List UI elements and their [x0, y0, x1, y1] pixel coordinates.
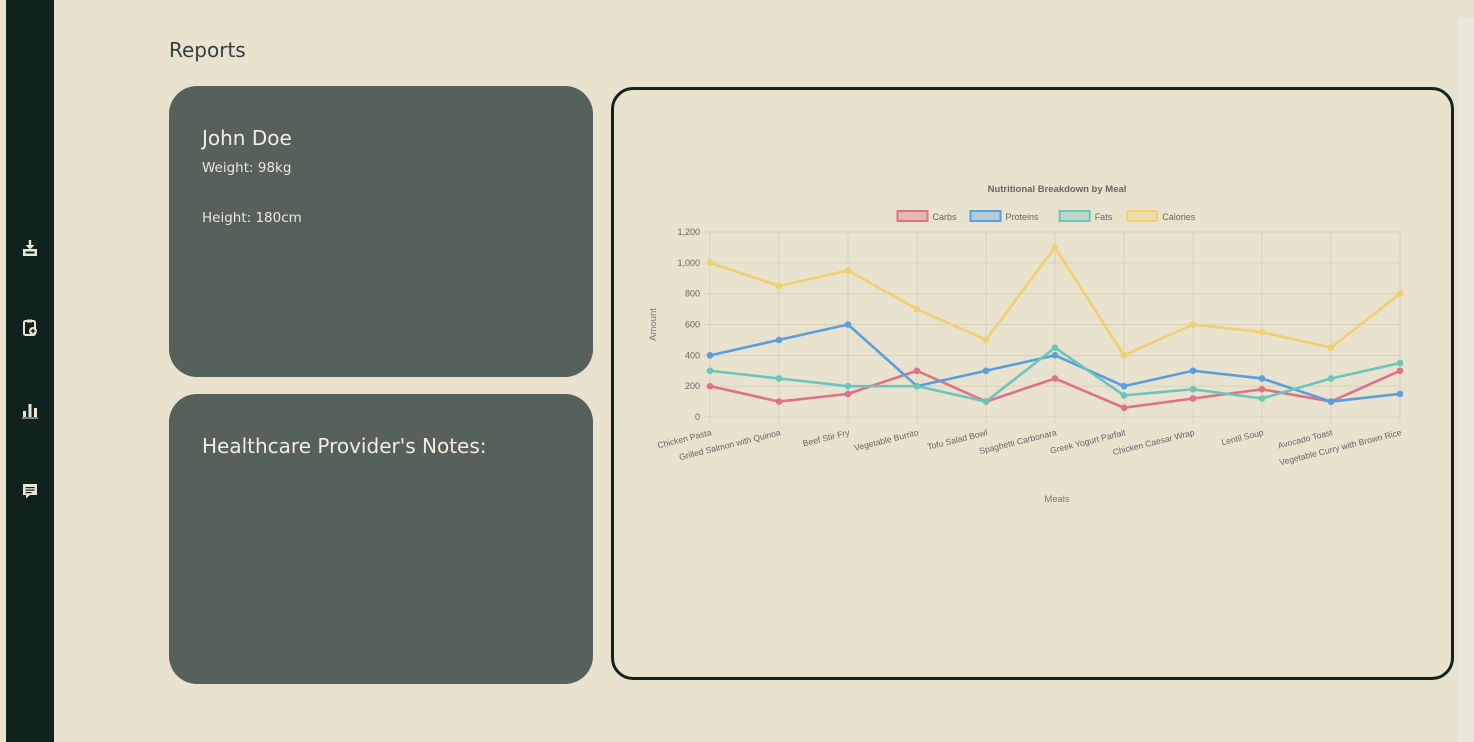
- profile-weight: Weight: 98kg: [202, 160, 292, 176]
- data-point-proteins: [706, 352, 714, 359]
- chart-title: Nutritional Breakdown by Meal: [988, 184, 1127, 195]
- profile-height: Height: 180cm: [202, 210, 302, 226]
- y-axis-title: Amount: [648, 308, 659, 341]
- data-point-fats: [1396, 359, 1404, 367]
- data-point-calories: [844, 267, 852, 274]
- y-tick-label: 1,200: [677, 227, 700, 237]
- data-point-carbs: [844, 390, 852, 398]
- data-point-fats: [775, 375, 783, 382]
- data-point-carbs: [775, 398, 783, 405]
- data-point-proteins: [1258, 375, 1266, 382]
- scroll-region: [1458, 18, 1474, 742]
- data-point-calories: [1258, 328, 1266, 336]
- data-point-proteins: [1327, 398, 1335, 405]
- data-point-fats: [1120, 392, 1128, 399]
- x-tick-label: Beef Stir Fry: [802, 427, 851, 448]
- download-tray-icon[interactable]: [20, 238, 40, 258]
- nutrition-chart: Nutritional Breakdown by Meal Carbs Protei…: [648, 184, 1404, 505]
- data-point-proteins: [982, 367, 990, 375]
- notes-card: Healthcare Provider's Notes:: [169, 394, 593, 684]
- x-axis-title: Meals: [1044, 494, 1070, 505]
- data-point-proteins: [1189, 367, 1197, 375]
- x-tick-label: Vegetable Curry with Brown Rice: [1278, 427, 1403, 467]
- legend-swatch-calories: [1126, 210, 1159, 222]
- data-point-carbs: [1051, 375, 1059, 382]
- data-point-calories: [1051, 244, 1059, 251]
- legend-swatch-fats: [1058, 210, 1091, 222]
- y-tick-label: 800: [685, 289, 700, 299]
- data-point-proteins: [844, 321, 852, 328]
- y-tick-label: 400: [685, 350, 700, 360]
- x-tick-label: Vegetable Burrito: [853, 427, 920, 453]
- legend-label-fats: Fats: [1095, 212, 1113, 222]
- data-point-fats: [982, 398, 990, 405]
- data-point-carbs: [706, 382, 714, 390]
- data-point-calories: [1189, 321, 1197, 328]
- sidebar: [6, 0, 54, 742]
- legend-swatch-proteins: [969, 210, 1002, 222]
- y-tick-label: 1,000: [677, 258, 700, 268]
- profile-card: John Doe Weight: 98kg Height: 180cm: [169, 86, 593, 377]
- notes-title: Healthcare Provider's Notes:: [202, 434, 487, 458]
- data-point-calories: [706, 259, 714, 267]
- chart-panel: Nutritional Breakdown by Meal Carbs Protei…: [611, 87, 1454, 680]
- legend-swatch-carbs: [896, 210, 929, 222]
- bar-chart-icon[interactable]: [20, 400, 40, 420]
- data-point-calories: [1120, 352, 1128, 359]
- data-point-fats: [706, 367, 714, 375]
- legend-label-carbs: Carbs: [933, 212, 958, 222]
- data-point-fats: [1189, 385, 1197, 393]
- clipboard-add-icon[interactable]: [20, 318, 40, 338]
- y-tick-label: 200: [685, 381, 700, 391]
- x-tick-label: Spaghetti Carbonara: [978, 427, 1058, 456]
- data-point-calories: [982, 336, 990, 344]
- legend-label-calories: Calories: [1162, 212, 1196, 222]
- profile-name: John Doe: [202, 126, 292, 150]
- legend-label-proteins: Proteins: [1006, 212, 1040, 222]
- data-point-proteins: [775, 336, 783, 344]
- data-point-carbs: [1120, 404, 1128, 412]
- data-point-carbs: [1396, 367, 1404, 375]
- page-title: Reports: [169, 38, 246, 62]
- x-tick-label: Lentil Soup: [1220, 427, 1264, 447]
- message-icon[interactable]: [20, 481, 40, 501]
- data-point-calories: [1327, 344, 1335, 351]
- data-point-fats: [1258, 395, 1266, 402]
- data-point-proteins: [1396, 390, 1404, 398]
- data-point-calories: [913, 305, 921, 313]
- data-point-carbs: [1258, 385, 1266, 393]
- data-point-carbs: [1189, 395, 1197, 402]
- data-point-fats: [844, 382, 852, 390]
- data-point-proteins: [1120, 382, 1128, 390]
- data-point-fats: [1327, 375, 1335, 382]
- data-point-calories: [775, 282, 783, 290]
- data-point-calories: [1396, 290, 1404, 297]
- data-point-carbs: [913, 367, 921, 375]
- data-point-proteins: [1051, 352, 1059, 359]
- data-point-fats: [913, 382, 921, 390]
- y-tick-label: 0: [695, 412, 700, 422]
- data-point-fats: [1051, 344, 1059, 351]
- y-tick-label: 600: [685, 320, 700, 330]
